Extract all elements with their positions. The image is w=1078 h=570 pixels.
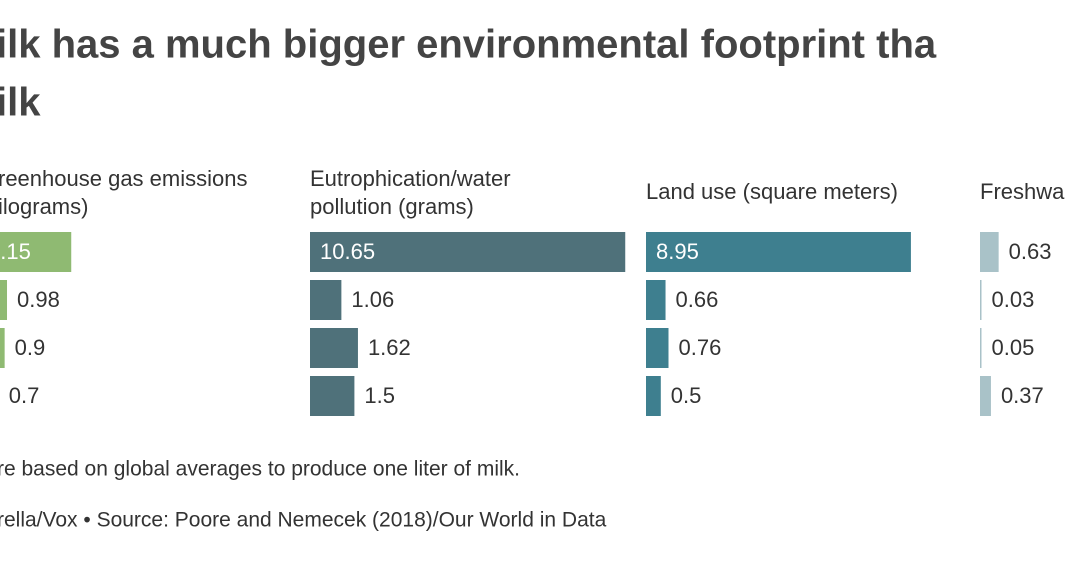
bar: [310, 280, 342, 320]
value-label: 0.63: [1009, 239, 1052, 264]
value-label: 0.66: [676, 287, 719, 312]
panel-title: Eutrophication/water: [310, 166, 511, 191]
panel-title: pollution (grams): [310, 194, 474, 219]
bar: [980, 232, 999, 272]
value-label: 0.98: [17, 287, 60, 312]
bar: [310, 328, 358, 368]
bar: [980, 280, 982, 320]
panel-title: ilograms): [0, 194, 88, 219]
value-label: 1.5: [364, 383, 395, 408]
credit: rella/Vox • Source: Poore and Nemecek (2…: [0, 509, 607, 532]
value-label: 0.9: [15, 335, 46, 360]
bar: [646, 232, 911, 272]
bar: [646, 328, 669, 368]
bar: [0, 232, 72, 272]
bar: [980, 328, 982, 368]
bar: [646, 280, 666, 320]
panel-title: Freshwa: [980, 179, 1065, 204]
panel-title: Land use (square meters): [646, 179, 898, 204]
panel-title: reenhouse gas emissions: [0, 166, 247, 191]
footnote: re based on global averages to produce o…: [0, 458, 520, 481]
value-label: 0.03: [992, 287, 1035, 312]
value-label: 3.15: [0, 239, 31, 264]
value-label: 0.76: [678, 335, 721, 360]
headline: ilk has a much bigger environmental foot…: [0, 23, 937, 67]
value-label: 0.37: [1001, 383, 1044, 408]
bar: [980, 376, 991, 416]
value-label: 10.65: [320, 239, 375, 264]
value-label: 1.06: [351, 287, 394, 312]
bar: [0, 280, 8, 320]
bar: [646, 376, 661, 416]
value-label: 0.5: [671, 383, 702, 408]
bar: [0, 328, 5, 368]
bar: [310, 376, 355, 416]
value-label: 1.62: [368, 335, 411, 360]
value-label: 0.05: [992, 335, 1035, 360]
value-label: 8.95: [656, 239, 699, 264]
bar: [310, 232, 626, 272]
headline: ilk: [0, 81, 41, 125]
value-label: 0.7: [9, 383, 40, 408]
